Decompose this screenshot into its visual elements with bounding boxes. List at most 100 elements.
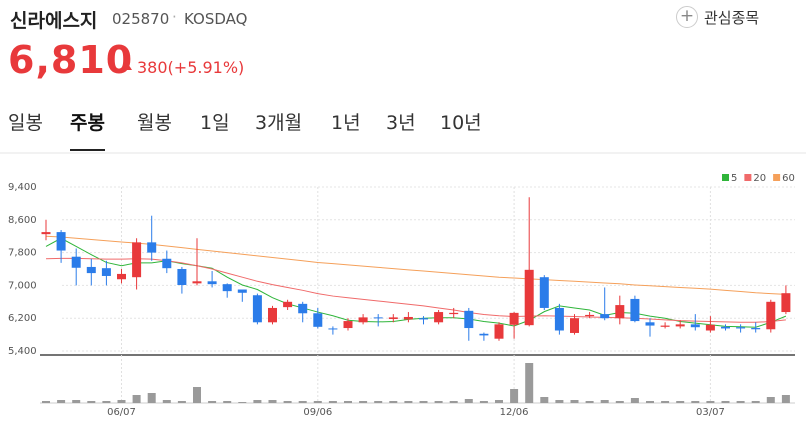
candle-body [464,310,474,329]
candle-body [645,322,655,326]
x-tick-label: 03/07 [696,407,725,418]
candle-body [222,284,232,292]
volume-bar [600,400,609,403]
volume-bar [646,401,654,403]
volume-bar [283,401,292,403]
volume-bar [419,401,428,403]
current-price: 6,810 [8,38,134,82]
plus-icon: + [676,6,698,28]
volume-bar [162,400,171,403]
volume-bar [117,400,126,403]
legend-swatch [744,174,752,181]
candle-body [132,242,142,278]
volume-bar [781,395,790,403]
volume-bar [691,401,700,403]
candle-body [449,312,459,315]
candle-body [705,324,715,331]
volume-bar [132,395,141,403]
candle-body [434,312,444,323]
candle-body [600,314,610,319]
volume-bar [464,399,473,403]
candle-body [751,328,761,330]
stock-code: 025870 [112,10,170,28]
dot-separator: · [172,8,177,26]
period-tab[interactable]: 일봉 [8,112,43,134]
candle-body [71,256,81,268]
candle-body [766,301,776,330]
candle-body [554,307,564,331]
volume-bar [253,400,262,403]
volume-bar [495,400,503,403]
candle-body [101,268,111,276]
volume-bar [555,400,564,403]
candle-body [509,312,519,325]
moving-average [45,237,787,328]
candle-body [117,273,126,280]
x-tick-label: 09/06 [303,407,332,418]
candle-body [675,324,685,327]
volume-bar [706,401,715,403]
candle-body [479,333,489,336]
volume-bar [87,401,96,403]
volume-bar [766,397,775,403]
market: KOSDAQ [184,10,248,28]
candle-body [570,318,579,333]
volume-bar [57,400,66,403]
candle-body [524,269,534,326]
volume-bar [102,401,111,403]
candle-body [328,328,338,330]
volume-bar [615,401,624,403]
volume-bar [434,401,443,403]
watch-button[interactable]: + 관심종목 [676,5,759,29]
legend-swatch [722,174,729,181]
candle-body [343,321,353,329]
candle-body [177,269,187,285]
candle-body [539,277,549,308]
period-tab[interactable]: 1일 [200,112,230,134]
period-tab[interactable]: 월봉 [137,112,172,134]
legend-label: 5 [731,173,737,184]
period-tab[interactable]: 1년 [331,112,361,134]
candle-body [207,281,217,285]
candle-body [736,327,746,329]
x-tick-label: 12/06 [500,407,529,418]
candle-body [388,317,398,320]
watch-label: 관심종목 [704,8,760,27]
volume-bar [177,401,186,403]
period-tab[interactable]: 주봉 [70,108,105,151]
candle-body [56,232,66,251]
candle-body [690,324,700,328]
period-tab[interactable]: 10년 [440,112,482,134]
candle-body [192,281,202,284]
volume-bar [238,402,247,403]
candle-body [252,295,262,323]
volume-bar [510,389,519,403]
candle-body [268,307,277,323]
x-tick-label: 06/07 [107,407,136,418]
candle-body [660,325,670,327]
period-tab[interactable]: 3년 [386,112,416,134]
volume-bar [147,393,156,403]
y-tick-label: 8,600 [8,215,37,226]
candle-body [298,303,308,314]
candle-body [41,232,51,235]
volume-bar [525,363,534,403]
candle-body [630,298,640,322]
candle-body [237,289,247,293]
y-tick-label: 5,400 [8,346,37,357]
period-tab[interactable]: 3개월 [255,112,303,134]
candle-body [419,318,428,320]
volume-bar [328,401,337,403]
volume-bar [193,387,201,403]
candle-body [585,314,595,317]
moving-average [45,257,786,323]
volume-bar [298,401,307,403]
volume-bar [721,401,730,403]
volume-bar [344,401,352,403]
candle-body [615,305,625,319]
volume-bar [268,400,277,403]
candle-body [373,317,383,319]
volume-bar [661,401,670,403]
y-tick-label: 9,400 [8,182,37,193]
